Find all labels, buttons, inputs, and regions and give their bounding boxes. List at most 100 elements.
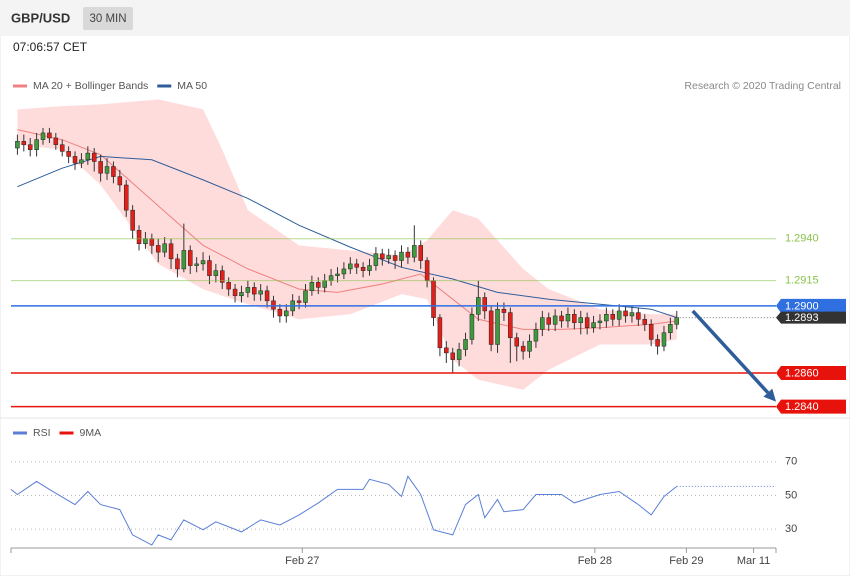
- candle-body: [623, 310, 628, 317]
- interval-badge[interactable]: [83, 7, 133, 30]
- candle-body: [162, 243, 167, 253]
- forecast-arrow: [691, 309, 770, 394]
- plot-area: [15, 99, 680, 390]
- level-label: 1.2940: [785, 233, 819, 245]
- candle-body: [271, 300, 276, 310]
- candle-body: [123, 184, 129, 211]
- candle-body: [53, 137, 59, 145]
- candle-body: [552, 315, 558, 325]
- ma-line: [17, 155, 677, 319]
- y-tick-label: 70: [785, 456, 797, 468]
- forecast-arrowhead: [763, 388, 776, 402]
- level-tag: [776, 366, 846, 381]
- candle-body: [341, 268, 347, 275]
- candle-body: [456, 349, 462, 360]
- candle-body: [79, 159, 84, 164]
- candle-body: [187, 250, 193, 266]
- interval[interactable]: 30 MIN: [89, 13, 126, 25]
- y-tick-label: 50: [785, 489, 797, 501]
- level-label: 1.2900: [785, 300, 819, 312]
- candle-body: [380, 253, 385, 260]
- candle-body: [514, 337, 519, 347]
- legend-label: 9MA: [80, 427, 102, 439]
- candle-body: [258, 290, 263, 295]
- candle-body: [565, 314, 571, 322]
- candle-body: [367, 265, 372, 271]
- candle-body: [168, 243, 174, 260]
- x-tick-label: Feb 29: [669, 555, 703, 567]
- candle-body: [309, 282, 315, 292]
- candle-body: [431, 280, 436, 318]
- candle-body: [181, 250, 187, 270]
- legend-label: RSI: [33, 427, 51, 439]
- candle-body: [469, 314, 475, 340]
- candle-body: [495, 308, 500, 345]
- candle-body: [143, 238, 148, 244]
- candle-body: [66, 151, 71, 157]
- candle-body: [597, 320, 603, 323]
- candle-body: [540, 317, 545, 330]
- candle-body: [335, 273, 340, 276]
- candle-body: [232, 288, 238, 297]
- candle-body: [40, 132, 46, 140]
- candle-body: [98, 161, 103, 174]
- candle-body: [155, 245, 161, 253]
- level-tag: [776, 298, 846, 313]
- candle-body: [501, 308, 507, 313]
- candle-body: [207, 260, 212, 276]
- candle-body: [584, 317, 590, 328]
- rsi-chart: RSI 9MA 30 50 70 Feb 27 Feb 28 Feb 29 Mar 11: [10, 427, 797, 567]
- candle-body: [354, 263, 359, 268]
- candle-body: [130, 209, 135, 231]
- candle-body: [661, 332, 667, 347]
- candle-body: [373, 253, 379, 266]
- x-tick-label: Feb 28: [578, 555, 612, 567]
- candle-body: [47, 132, 52, 139]
- candle-body: [642, 319, 648, 325]
- candle-body: [437, 317, 443, 349]
- candle-body: [591, 322, 596, 328]
- candle-body: [527, 340, 532, 352]
- candle-body: [15, 141, 20, 149]
- candle-body: [91, 152, 97, 162]
- candle-body: [450, 352, 455, 360]
- symbol: GBP/USD: [11, 10, 70, 25]
- candle-body: [508, 312, 513, 339]
- candle-body: [578, 317, 583, 323]
- candle-body: [636, 312, 641, 320]
- candle-body: [559, 315, 564, 322]
- y-tick-label: 30: [785, 523, 797, 535]
- candle-body: [264, 290, 270, 302]
- candle-body: [533, 329, 539, 342]
- candle-body: [245, 287, 251, 293]
- candle-body: [136, 230, 142, 244]
- current-price-tag: [776, 311, 846, 324]
- candle-body: [572, 314, 577, 323]
- candle-body: [546, 317, 551, 325]
- candle-body: [220, 270, 225, 283]
- candle-body: [444, 347, 449, 354]
- candle-body: [360, 267, 366, 271]
- candle-body: [629, 312, 635, 317]
- candle-body: [424, 260, 430, 281]
- current-price-label: 1.2893: [785, 312, 819, 324]
- timestamp: 07:06:57 CET: [13, 40, 88, 54]
- level-tag: [776, 399, 846, 414]
- candle-body: [72, 156, 78, 164]
- candle-body: [322, 280, 327, 288]
- candle-body: [34, 139, 39, 150]
- candle-body: [149, 238, 155, 246]
- candle-body: [463, 339, 468, 350]
- legend-label: MA 50: [177, 80, 207, 92]
- candle-body: [175, 258, 180, 270]
- source: Research © 2020 Trading Central: [684, 80, 841, 92]
- candle-body: [386, 255, 391, 260]
- candle-body: [59, 144, 65, 152]
- candle-body: [616, 310, 622, 320]
- candle-body: [348, 263, 353, 270]
- candle-body: [27, 144, 33, 150]
- candle-body: [277, 308, 283, 317]
- candle-body: [668, 324, 673, 333]
- candle-body: [488, 310, 494, 345]
- candle-body: [226, 282, 231, 290]
